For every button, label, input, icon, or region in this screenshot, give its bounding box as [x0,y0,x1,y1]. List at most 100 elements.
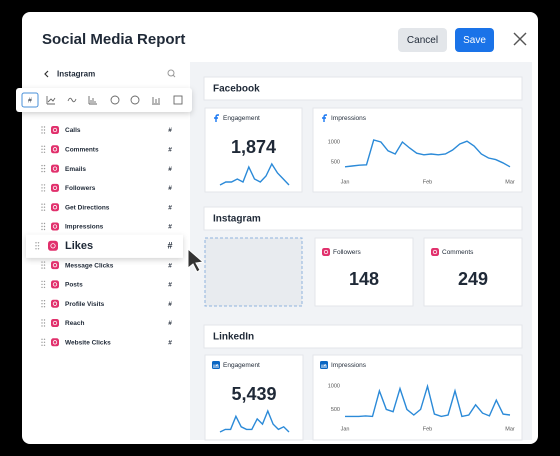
drag-handle [43,148,46,150]
drag-handle [43,209,46,211]
drag-handle [41,190,43,192]
metric-name: Posts [65,282,83,289]
column-tool[interactable] [152,97,160,105]
close-button[interactable] [513,32,527,46]
metric-row[interactable]: Emails # [41,164,172,173]
drag-handle [37,248,40,250]
metric-name: Reach [65,320,85,327]
widget-card [312,107,523,193]
dragged-metric[interactable]: Likes # [26,234,183,258]
drag-handle [43,300,46,302]
instagram-icon-lens [52,166,58,171]
metric-type: # [168,204,172,211]
drag-handle [43,267,46,269]
instagram-icon-lens [52,282,58,287]
cancel-button[interactable] [398,28,447,52]
metric-type: # [168,127,172,134]
drag-card [26,234,183,258]
instagram-icon-lens [52,127,58,133]
x-tick-label: Mar [505,426,515,432]
drag-handle [43,286,46,289]
instagram-icon [51,222,59,231]
search-icon[interactable] [167,69,176,78]
section-title: LinkedIn [213,332,254,343]
metric-type: # [168,340,172,347]
impressions-line [344,139,511,168]
drag-handle [41,167,43,170]
instagram-icon [51,164,59,173]
drag-handle [41,126,43,128]
drag-handle [41,170,43,173]
impressions-line [345,383,511,418]
metric-row[interactable]: Followers # [41,183,172,192]
x-tick-label: Mar [505,179,515,185]
instagram-icon [51,145,59,154]
sparkline [219,162,290,186]
metric-name: Impressions [65,224,104,231]
metric-row[interactable]: Calls # [41,126,172,134]
metric-row[interactable]: Impressions # [41,222,172,231]
drag-handle [43,203,46,205]
instagram-icon-lens [323,249,329,255]
metric-name: Likes [65,240,93,252]
drag-handle [43,225,46,228]
metric-row[interactable]: Message Clicks # [41,261,172,269]
drag-handle [41,184,43,186]
metric-type: # [168,262,172,269]
linkedin-icon-mark [213,364,219,368]
pie-tool[interactable] [110,95,120,105]
metric-row[interactable]: Posts # [41,280,172,289]
instagram-icon [51,203,59,212]
metric-type: # [168,185,172,192]
facebook-icon [322,114,327,122]
metric-row[interactable]: Reach # [41,319,172,327]
metric-row[interactable]: Comments # [41,145,172,154]
metric-row[interactable]: Get Directions # [41,203,172,211]
metric-type: # [168,166,172,173]
metric-name: Message Clicks [65,262,114,269]
drag-handle [43,338,46,340]
sidebar-title: Instagram [57,70,95,79]
instagram-icon-lens [52,320,58,326]
metric-row[interactable]: Profile Visits # [41,299,172,308]
drag-handle [43,306,46,308]
number-tool[interactable] [21,92,39,108]
facebook-icon [214,114,219,122]
drag-handle [41,225,43,228]
toolbar-bg [16,88,192,112]
instagram-icon [51,299,59,308]
drag-handle [41,148,43,150]
drag-handle [41,280,43,283]
drag-handle [41,319,43,321]
instagram-icon [51,280,59,289]
metric-type: # [167,241,172,251]
drag-handle [43,190,46,192]
drag-handle [43,261,46,263]
drag-handle [35,245,37,247]
y-tick-label: 500 [331,407,340,413]
drag-handle [43,167,46,170]
drag-handle [43,151,46,153]
spline-tool[interactable] [67,97,77,103]
instagram-icon-lens [50,243,56,249]
metric-row[interactable]: Website Clicks # [41,338,172,347]
drag-handle [37,242,40,244]
drag-handle [41,206,43,208]
table-tool[interactable] [173,95,183,105]
drag-handle [41,132,43,134]
bar-tool[interactable] [88,96,97,105]
drag-handle [41,300,43,302]
cursor [187,247,205,273]
drag-handle [41,306,43,308]
globe-tool[interactable] [130,95,140,105]
instagram-icon-lens [52,224,58,229]
instagram-icon [51,261,59,270]
save-button[interactable] [455,28,494,52]
line-tool[interactable] [46,96,56,105]
report-canvas: Facebook Engagement 1,874 Impressions 1000 50… [203,76,523,441]
back-icon[interactable] [44,70,49,78]
drag-handle [43,280,46,283]
metric-name: Comments [65,147,99,154]
